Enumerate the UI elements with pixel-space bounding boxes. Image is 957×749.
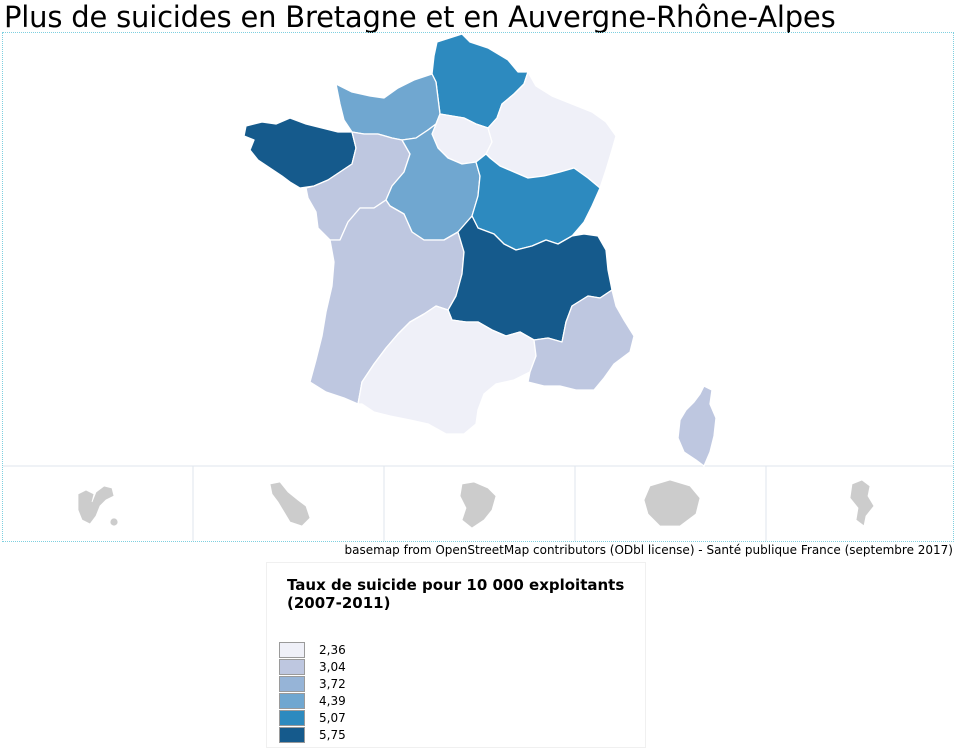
legend-swatch [279, 692, 305, 709]
legend-swatch [279, 675, 305, 692]
martinique-shape [269, 481, 311, 527]
guyane-shape [459, 481, 497, 529]
regions: Hauts-de-France Normandie Île-de-France … [243, 33, 717, 467]
legend: Taux de suicide pour 10 000 exploitants … [266, 562, 646, 748]
overseas-inset-frames [3, 465, 954, 541]
legend-item: 3,04 [279, 658, 346, 675]
region-occitanie[interactable]: Occitanie [357, 305, 537, 435]
reunion-shape [643, 479, 701, 527]
legend-title: Taux de suicide pour 10 000 exploitants … [287, 576, 625, 612]
source-note: basemap from OpenStreetMap contributors … [344, 543, 953, 557]
legend-item: 5,07 [279, 709, 346, 726]
legend-label: 4,39 [319, 693, 346, 708]
legend-swatch [279, 726, 305, 743]
legend-label: 5,07 [319, 710, 346, 725]
map: Hauts-de-France Normandie Île-de-France … [3, 33, 954, 541]
guadeloupe-shape [77, 485, 115, 525]
page-title: Plus de suicides en Bretagne et en Auver… [4, 0, 836, 34]
legend-item: 3,72 [279, 675, 346, 692]
guadeloupe-islet [109, 517, 119, 527]
legend-item: 4,39 [279, 692, 346, 709]
legend-swatch [279, 658, 305, 675]
legend-item: 5,75 [279, 726, 346, 743]
legend-item: 2,36 [279, 641, 346, 658]
legend-label: 3,72 [319, 676, 346, 691]
map-frame [2, 32, 954, 542]
region-normandie[interactable]: Normandie [335, 73, 441, 141]
legend-swatch [279, 641, 305, 658]
region-corse[interactable]: Corse [677, 385, 717, 467]
region-provence-alpes-cote-dazur[interactable]: Provence-Alpes-Côte d'Azur [527, 289, 635, 391]
legend-label: 3,04 [319, 659, 346, 674]
mayotte-shape [849, 479, 875, 527]
legend-label: 5,75 [319, 727, 346, 742]
legend-label: 2,36 [319, 642, 346, 657]
overseas-territories [77, 479, 875, 529]
legend-swatch [279, 709, 305, 726]
